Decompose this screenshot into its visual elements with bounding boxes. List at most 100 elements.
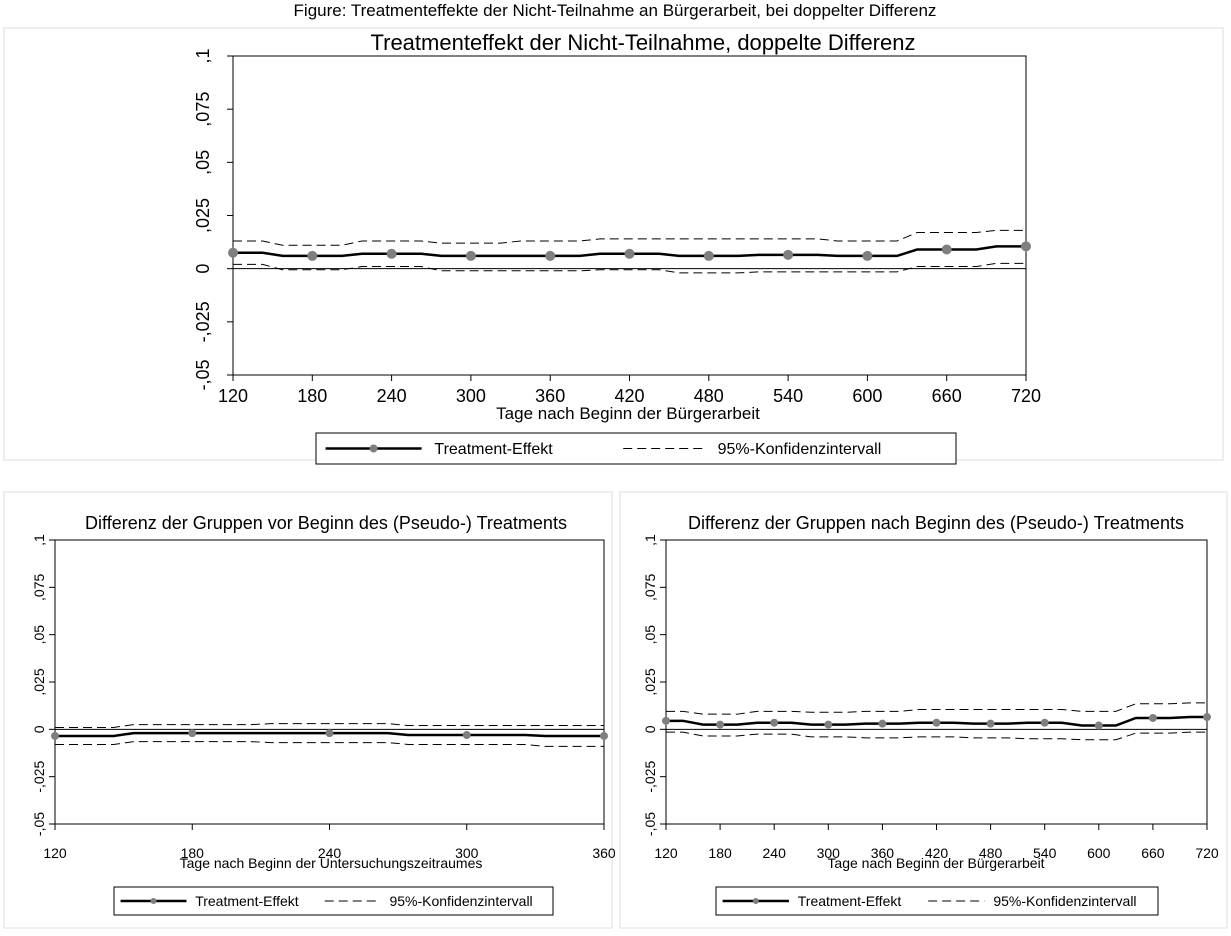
- data-point: [1021, 241, 1031, 252]
- chart-title: Differenz der Gruppen vor Beginn des (Ps…: [85, 513, 567, 533]
- y-tick-label: ,025: [31, 668, 47, 695]
- chart-panel-2: Differenz der Gruppen vor Beginn des (Ps…: [3, 491, 616, 929]
- x-tick-label: 540: [1033, 845, 1057, 861]
- legend-marker: [369, 444, 378, 453]
- data-point: [862, 250, 873, 261]
- y-tick-label: ,075: [31, 573, 47, 600]
- y-tick-label: ,05: [642, 625, 658, 645]
- x-tick-label: 420: [925, 845, 949, 861]
- data-point: [1203, 713, 1211, 722]
- x-tick-label: 120: [218, 386, 248, 406]
- chart-title: Treatmenteffekt der Nicht-Teilnahme, dop…: [371, 30, 916, 55]
- x-axis-label: Tage nach Beginn der Bürgerarbeit: [496, 404, 760, 423]
- x-tick-label: 600: [1087, 845, 1111, 861]
- y-tick-label: -,05: [31, 812, 47, 836]
- y-tick-label: -,05: [193, 359, 213, 390]
- data-point: [1094, 721, 1103, 730]
- legend-label-treatment: Treatment-Effekt: [798, 893, 902, 909]
- panel-frame: [619, 491, 1228, 929]
- y-tick-label: ,1: [642, 534, 658, 546]
- data-point: [770, 718, 779, 727]
- y-tick-label: -,025: [31, 761, 47, 793]
- y-tick-label: ,025: [193, 198, 213, 233]
- x-tick-label: 720: [1011, 386, 1041, 406]
- series-line-konfidenz-2: [233, 262, 1026, 274]
- series-line-konfidenz-2: [666, 731, 1207, 741]
- legend: Treatment-Effekt 95%-Konfidenzintervall: [715, 886, 1159, 916]
- x-tick-label: 660: [932, 386, 962, 406]
- legend: Treatment-Effekt 95%-Konfidenzintervall: [315, 432, 957, 465]
- data-point: [716, 720, 725, 729]
- x-tick-label: 720: [1195, 845, 1219, 861]
- y-tick-label: ,075: [642, 573, 658, 600]
- data-point: [462, 731, 471, 740]
- legend-label-treatment: Treatment-Effekt: [195, 893, 299, 909]
- x-tick-label: 540: [773, 386, 803, 406]
- data-point: [878, 719, 887, 728]
- data-point: [386, 248, 397, 259]
- data-point: [624, 248, 635, 259]
- x-tick-label: 240: [763, 845, 787, 861]
- x-axis-label: Tage nach Beginn der Bürgerarbeit: [827, 855, 1044, 871]
- panel-frame: [3, 491, 613, 929]
- x-tick-label: 480: [694, 386, 724, 406]
- y-tick-label: -,05: [642, 812, 658, 836]
- x-tick-label: 600: [852, 386, 882, 406]
- data-point: [545, 250, 556, 261]
- x-tick-label: 660: [1141, 845, 1165, 861]
- x-axis-label: Tage nach Beginn der Untersuchungszeitra…: [180, 855, 483, 871]
- y-tick-label: -,025: [642, 761, 658, 793]
- data-point: [783, 249, 794, 260]
- x-tick-label: 240: [377, 386, 407, 406]
- legend-label-konfidenz: 95%-Konfidenzintervall: [389, 893, 532, 909]
- y-tick-label: 0: [193, 264, 213, 274]
- legend-label-treatment: Treatment-Effekt: [434, 441, 553, 458]
- panel-frame: [3, 27, 1224, 461]
- y-tick-label: ,025: [642, 668, 658, 695]
- x-tick-label: 360: [592, 845, 616, 861]
- data-point: [307, 250, 318, 261]
- y-tick-label: 0: [31, 725, 47, 733]
- x-tick-label: 240: [318, 845, 342, 861]
- data-point: [51, 731, 59, 740]
- legend-label-konfidenz: 95%-Konfidenzintervall: [993, 893, 1136, 909]
- series-line-konfidenz-1: [55, 723, 604, 728]
- data-point: [941, 244, 952, 255]
- x-tick-label: 300: [455, 845, 479, 861]
- x-tick-label: 300: [456, 386, 486, 406]
- chart-title: Differenz der Gruppen nach Beginn des (P…: [688, 513, 1184, 533]
- x-tick-label: 360: [871, 845, 895, 861]
- legend-box: [315, 432, 957, 465]
- data-point: [824, 720, 833, 729]
- chart-panel-1: Treatmenteffekt der Nicht-Teilnahme, dop…: [3, 27, 1224, 465]
- x-tick-label: 180: [297, 386, 327, 406]
- data-point: [662, 716, 670, 725]
- y-tick-label: ,1: [193, 48, 213, 63]
- data-point: [703, 250, 714, 261]
- data-point: [600, 731, 608, 740]
- legend-marker: [150, 898, 157, 904]
- data-point: [986, 719, 995, 728]
- figure-caption: Figure: Treatmenteffekte der Nicht-Teiln…: [294, 1, 937, 20]
- data-point: [228, 247, 238, 258]
- x-tick-label: 180: [181, 845, 205, 861]
- x-tick-label: 120: [43, 845, 67, 861]
- data-point: [465, 250, 476, 261]
- y-tick-label: ,05: [193, 150, 213, 175]
- x-tick-label: 360: [535, 386, 565, 406]
- y-tick-label: 0: [642, 725, 658, 733]
- data-point: [1040, 718, 1049, 727]
- x-tick-label: 420: [614, 386, 644, 406]
- chart-panel-3: Differenz der Gruppen nach Beginn des (P…: [619, 491, 1228, 929]
- legend-label-konfidenz: 95%-Konfidenzintervall: [718, 441, 882, 458]
- y-tick-label: ,075: [193, 92, 213, 127]
- y-tick-label: ,05: [31, 625, 47, 645]
- legend: Treatment-Effekt 95%-Konfidenzintervall: [113, 886, 554, 916]
- x-tick-label: 180: [708, 845, 732, 861]
- y-tick-label: ,1: [31, 534, 47, 546]
- y-tick-label: -,025: [193, 301, 213, 342]
- data-point: [1148, 713, 1157, 722]
- x-tick-label: 480: [979, 845, 1003, 861]
- data-point: [325, 729, 334, 738]
